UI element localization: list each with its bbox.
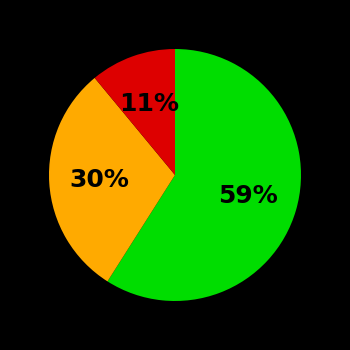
Wedge shape bbox=[49, 78, 175, 281]
Wedge shape bbox=[107, 49, 301, 301]
Text: 59%: 59% bbox=[218, 184, 278, 208]
Text: 11%: 11% bbox=[119, 92, 180, 116]
Wedge shape bbox=[95, 49, 175, 175]
Text: 30%: 30% bbox=[70, 168, 130, 192]
